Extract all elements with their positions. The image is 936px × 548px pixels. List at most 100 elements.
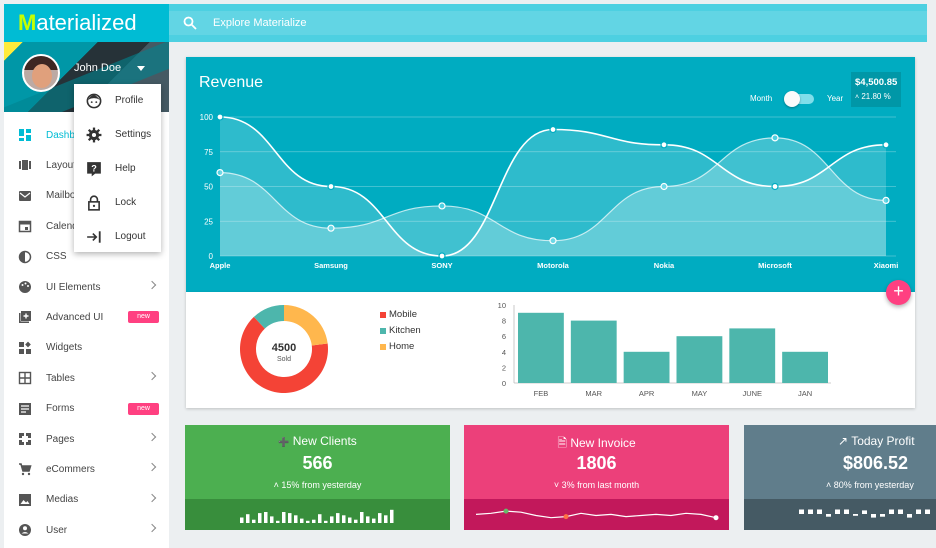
- logo-letter: M: [18, 10, 37, 35]
- spark-bar: [360, 512, 364, 523]
- user-menu-profile[interactable]: Profile: [74, 84, 161, 118]
- invoice-sparkline: [475, 508, 719, 521]
- cart-icon: [19, 463, 32, 476]
- data-point[interactable]: [216, 168, 224, 177]
- data-point[interactable]: [660, 141, 668, 149]
- stat-footer: [744, 499, 936, 530]
- sidebar-item-forms[interactable]: Forms new: [4, 394, 169, 424]
- sidebar-item-label: CSS: [46, 251, 67, 263]
- sidebar-item-tables[interactable]: Tables: [4, 363, 169, 393]
- toggle-track[interactable]: [786, 94, 814, 104]
- avatar-face: [32, 64, 52, 88]
- data-point[interactable]: [549, 125, 557, 134]
- sidebar-item-label: UI Elements: [46, 281, 101, 293]
- data-point[interactable]: [882, 196, 890, 204]
- sidebar-item-label: Pages: [46, 433, 75, 445]
- user-name[interactable]: John Doe: [74, 62, 122, 74]
- spark-bar: [844, 509, 849, 514]
- spark-bar: [252, 519, 256, 523]
- sidebar-item-advanced-ui[interactable]: Advanced UI new: [4, 302, 169, 332]
- sidebar-item-pages[interactable]: Pages: [4, 424, 169, 454]
- spark-bar: [880, 514, 885, 517]
- sidebar-item-dashboard[interactable]: Dashboard: [4, 120, 169, 150]
- sidebar-item-css[interactable]: CSS: [4, 242, 169, 272]
- data-point[interactable]: [882, 141, 890, 149]
- series-area: [220, 137, 886, 256]
- sidebar-item-medias[interactable]: Medias: [4, 485, 169, 515]
- data-point[interactable]: [660, 182, 668, 191]
- palette-icon: [19, 280, 31, 293]
- avatar[interactable]: [22, 54, 60, 92]
- spark-bar: [907, 514, 912, 518]
- sidebar-item-calendar[interactable]: Calendar: [4, 211, 169, 241]
- bar[interactable]: [570, 320, 617, 383]
- data-point[interactable]: [438, 252, 446, 260]
- pie-slice[interactable]: [284, 305, 328, 346]
- new-clients-card[interactable]: ➕ New Clients 566 ˄ 15% from yesterday: [185, 425, 450, 530]
- user-menu-settings[interactable]: Settings: [74, 118, 161, 152]
- sidebar-item-layouts[interactable]: Layouts: [4, 150, 169, 180]
- sidebar-item-ecommers[interactable]: eCommers: [4, 454, 169, 484]
- bar[interactable]: [676, 336, 723, 383]
- stat-sub-text: 15% from yesterday: [281, 480, 362, 490]
- today-profit-card[interactable]: ↗ Today Profit $806.52 ˄ 80% from yester…: [744, 425, 936, 530]
- bar[interactable]: [729, 328, 776, 383]
- search-input[interactable]: [213, 11, 613, 35]
- data-point[interactable]: [216, 113, 224, 121]
- spark-bar: [294, 515, 298, 523]
- data-point[interactable]: [327, 224, 335, 232]
- pie-slice[interactable]: [253, 305, 284, 329]
- data-point[interactable]: [771, 182, 779, 191]
- sidebar-item-mailbox[interactable]: Mailbox: [4, 181, 169, 211]
- contrast-icon: [18, 250, 32, 263]
- user-menu-lock[interactable]: Lock: [74, 186, 161, 220]
- logout-icon: [87, 231, 101, 243]
- user-menu-label: Help: [115, 163, 136, 174]
- spark-bar: [384, 515, 388, 523]
- chevron-right-icon: [147, 432, 157, 442]
- sales-donut-chart: [240, 305, 328, 393]
- bar[interactable]: [623, 351, 670, 383]
- sidebar-item-ui-elements[interactable]: UI Elements: [4, 272, 169, 302]
- search-icon[interactable]: [183, 16, 197, 30]
- data-point[interactable]: [327, 182, 335, 191]
- svg-text:?: ?: [91, 163, 97, 173]
- brand-logo[interactable]: Materialized: [4, 4, 169, 42]
- toggle-knob[interactable]: [784, 91, 800, 107]
- pie-slice[interactable]: [240, 316, 328, 393]
- logo-text: aterialized: [36, 10, 137, 35]
- bar[interactable]: [518, 312, 564, 383]
- monthly-bar-chart: 0 2 4 6 8 10 FEB MAR APR MAY JUNE JAN: [498, 301, 831, 398]
- sidebar-item-label: Advanced UI: [46, 312, 104, 324]
- user-menu-label: Profile: [115, 95, 144, 106]
- sidebar-item-label: Dashboard: [46, 129, 95, 141]
- add-fab-button[interactable]: +: [886, 280, 911, 305]
- spark-bar: [898, 509, 903, 514]
- new-badge: new: [128, 311, 159, 324]
- sidebar-item-label: Forms: [46, 403, 75, 415]
- stat-footer: [185, 499, 450, 530]
- x-tick-label: Samsung: [314, 261, 348, 270]
- new-invoice-card[interactable]: 🗎 New Invoice 1806 ˅ 3% from last month: [464, 425, 729, 530]
- data-point[interactable]: [438, 202, 446, 210]
- spark-bar: [378, 513, 382, 523]
- sidebar-item-widgets[interactable]: Widgets: [4, 333, 169, 363]
- y-tick-label: 75: [204, 148, 213, 157]
- spark-bar: [889, 509, 894, 514]
- y-tick-label: 0: [209, 252, 214, 261]
- help-icon: ?: [87, 162, 101, 177]
- x-tick-label: JAN: [798, 389, 812, 398]
- table-icon: [18, 371, 32, 385]
- data-point[interactable]: [771, 134, 779, 142]
- new-badge: new: [128, 402, 159, 415]
- data-point[interactable]: [549, 237, 557, 245]
- sidebar-item-user[interactable]: User: [4, 515, 169, 545]
- spark-point: [563, 514, 569, 520]
- user-menu-logout[interactable]: Logout: [74, 220, 161, 254]
- calendar-icon: [18, 220, 32, 233]
- bar[interactable]: [782, 351, 828, 383]
- user-menu-help[interactable]: ? Help: [74, 152, 161, 186]
- chevron-down-icon[interactable]: [137, 66, 145, 71]
- legend-label: Mobile: [389, 309, 417, 320]
- spark-bar: [366, 516, 370, 523]
